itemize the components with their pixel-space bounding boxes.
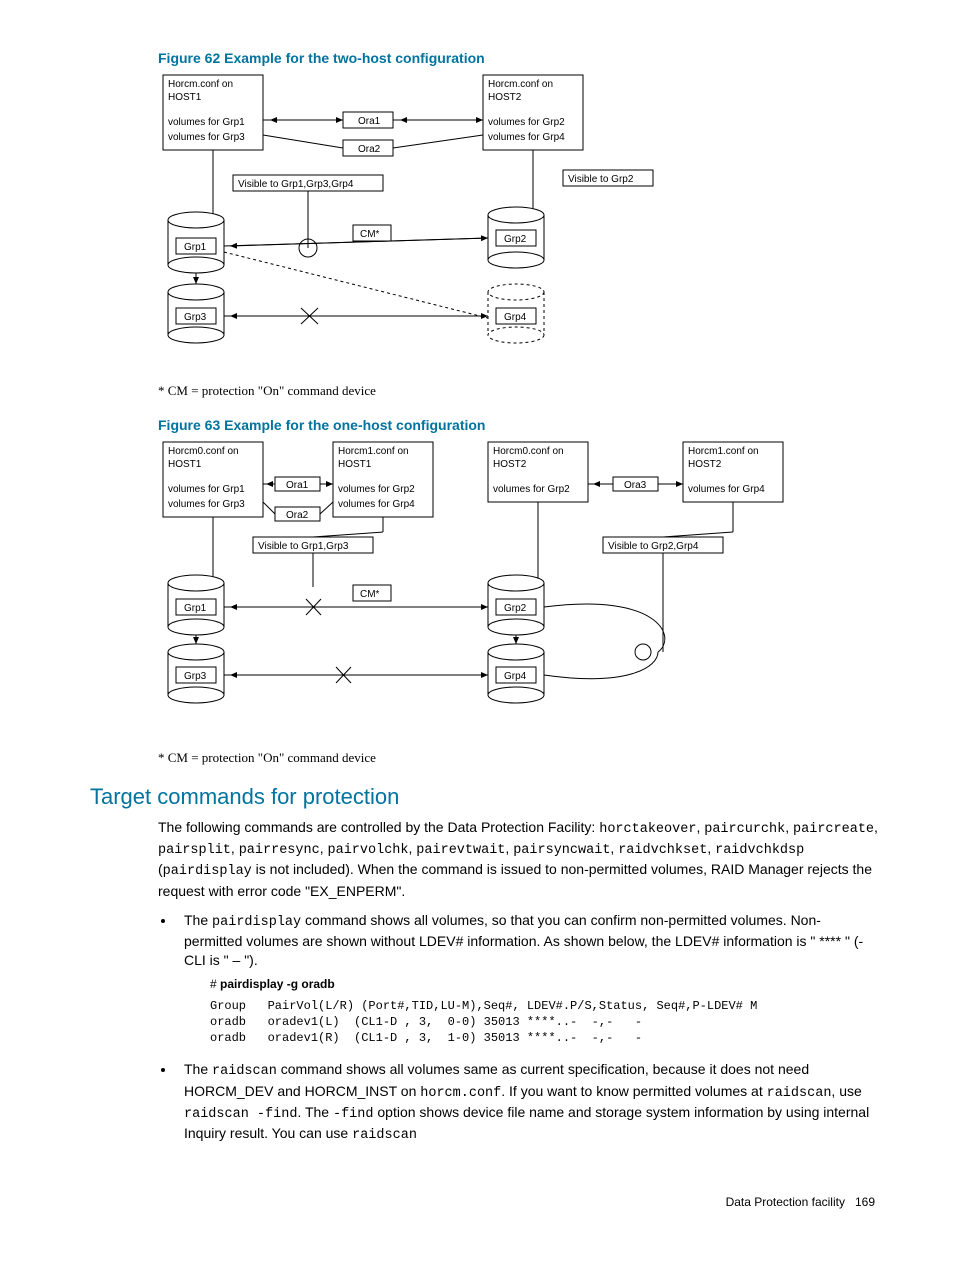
document-page: Figure 62 Example for the two-host confi… <box>0 0 954 1249</box>
svg-text:Horcm0.conf on: Horcm0.conf on <box>493 446 564 457</box>
svg-text:Visible to Grp1,Grp3: Visible to Grp1,Grp3 <box>258 541 349 552</box>
figure63-caption: Figure 63 Example for the one-host confi… <box>158 417 879 433</box>
fig62-grp2-cyl: Grp2 <box>488 207 544 268</box>
svg-text:Grp2: Grp2 <box>504 603 527 614</box>
svg-text:HOST1: HOST1 <box>338 459 372 470</box>
figure62-footnote: * CM = protection "On" command device <box>158 383 879 399</box>
fig62-grp3: Grp3 <box>184 312 207 323</box>
fig62-host2-l4: volumes for Grp4 <box>488 132 565 143</box>
figure63-diagram: Horcm0.conf on HOST1 volumes for Grp1 vo… <box>158 437 879 740</box>
svg-text:HOST1: HOST1 <box>168 459 202 470</box>
figure62-diagram: Horcm.conf on HOST1 volumes for Grp1 vol… <box>158 70 879 373</box>
svg-text:Visible to Grp2,Grp4: Visible to Grp2,Grp4 <box>608 541 699 552</box>
svg-text:CM*: CM* <box>360 589 380 600</box>
svg-text:Horcm1.conf on: Horcm1.conf on <box>688 446 759 457</box>
section-heading: Target commands for protection <box>90 784 879 810</box>
fig62-host1-l2: HOST1 <box>168 92 202 103</box>
fig62-host2-l2: HOST2 <box>488 92 522 103</box>
svg-text:Horcm1.conf on: Horcm1.conf on <box>338 446 409 457</box>
fig62-host1-l1: Horcm.conf on <box>168 79 233 90</box>
fig62-vis-left: Visible to Grp1,Grp3,Grp4 <box>238 179 354 190</box>
fig62-vis-right: Visible to Grp2 <box>568 174 634 185</box>
fig62-ora2: Ora2 <box>358 144 381 155</box>
fig62-host2-l1: Horcm.conf on <box>488 79 553 90</box>
fig62-grp3-cyl: Grp3 <box>168 284 224 343</box>
svg-text:volumes for Grp2: volumes for Grp2 <box>493 484 570 495</box>
fig62-host1-l4: volumes for Grp3 <box>168 132 245 143</box>
fig62-grp1: Grp1 <box>184 242 207 253</box>
svg-text:volumes for Grp2: volumes for Grp2 <box>338 484 415 495</box>
figure62-caption: Figure 62 Example for the two-host confi… <box>158 50 879 66</box>
code-block: Group PairVol(L/R) (Port#,TID,LU-M),Seq#… <box>210 998 879 1047</box>
svg-text:Grp1: Grp1 <box>184 603 207 614</box>
fig62-grp2: Grp2 <box>504 234 527 245</box>
svg-text:volumes for Grp1: volumes for Grp1 <box>168 484 245 495</box>
bullet-2: The raidscan command shows all volumes s… <box>176 1060 879 1145</box>
svg-text:Ora3: Ora3 <box>624 480 647 491</box>
fig62-grp4-cyl: Grp4 <box>488 284 544 343</box>
page-footer: Data Protection facility 169 <box>90 1195 879 1209</box>
fig62-cm: CM* <box>360 229 380 240</box>
svg-text:Grp3: Grp3 <box>184 671 207 682</box>
svg-text:Ora1: Ora1 <box>286 480 309 491</box>
code-header: # pairdisplay -g oradb <box>210 976 879 992</box>
svg-text:volumes for Grp4: volumes for Grp4 <box>338 499 415 510</box>
figure63-footnote: * CM = protection "On" command device <box>158 750 879 766</box>
svg-text:Horcm0.conf on: Horcm0.conf on <box>168 446 239 457</box>
fig62-grp4: Grp4 <box>504 312 527 323</box>
section-para1: The following commands are controlled by… <box>158 818 879 901</box>
fig62-ora1: Ora1 <box>358 116 381 127</box>
fig62-grp1-cyl: Grp1 <box>168 212 224 273</box>
fig62-host2-l3: volumes for Grp2 <box>488 117 565 128</box>
bullet-list: The pairdisplay command shows all volume… <box>158 911 879 1146</box>
svg-text:Ora2: Ora2 <box>286 510 309 521</box>
svg-text:volumes for Grp4: volumes for Grp4 <box>688 484 765 495</box>
svg-text:Grp4: Grp4 <box>504 671 527 682</box>
svg-text:HOST2: HOST2 <box>688 459 722 470</box>
fig62-host1-l3: volumes for Grp1 <box>168 117 245 128</box>
bullet-1: The pairdisplay command shows all volume… <box>176 911 879 1047</box>
svg-text:HOST2: HOST2 <box>493 459 527 470</box>
svg-text:volumes for Grp3: volumes for Grp3 <box>168 499 245 510</box>
